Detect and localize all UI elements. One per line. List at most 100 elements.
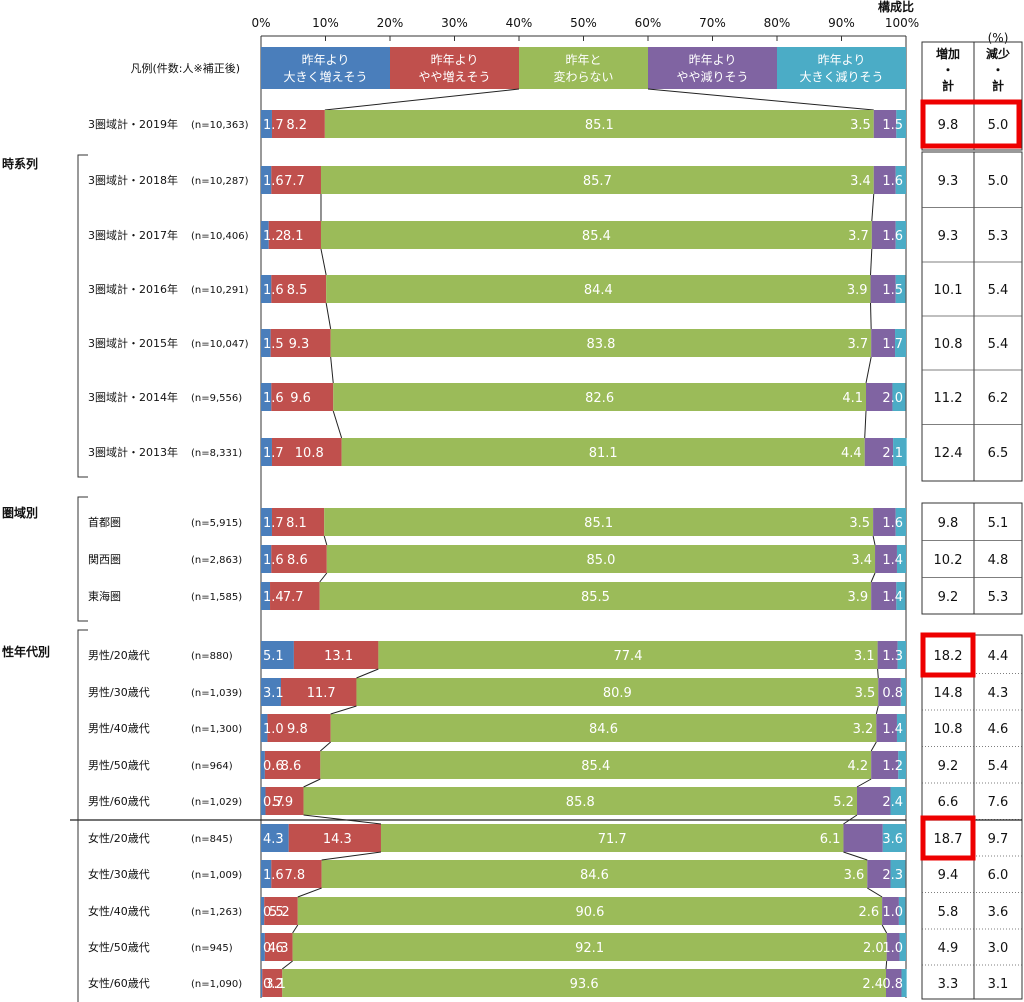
data-label: 3.1 xyxy=(263,686,284,701)
data-label: 3.4 xyxy=(850,174,871,189)
data-label: 6.1 xyxy=(820,832,841,847)
row-label: 3圏域計・2016年 xyxy=(88,282,178,296)
bar-segment xyxy=(333,383,867,411)
bar-segment xyxy=(321,860,868,888)
chart-title: 構成比 xyxy=(878,0,914,14)
data-label: 90.6 xyxy=(575,905,604,920)
highlight-box xyxy=(920,632,976,678)
group-bracket xyxy=(77,496,88,622)
increase-total: 14.8 xyxy=(934,686,963,701)
data-label: 2.0 xyxy=(882,391,903,406)
bar-segment xyxy=(271,110,325,138)
bar-segment xyxy=(899,933,906,961)
bar-segment xyxy=(265,787,304,815)
bar-segment xyxy=(878,678,901,706)
increase-total: 9.8 xyxy=(938,118,959,133)
data-label: 3.5 xyxy=(849,516,870,531)
x-tick-label: 100% xyxy=(885,16,919,30)
data-label: 0.6 xyxy=(263,759,284,774)
bar-segment xyxy=(896,582,906,610)
row-label: 男性/30歳代 xyxy=(88,685,150,699)
total-header: 増加 xyxy=(936,46,960,61)
bar-segment xyxy=(895,275,906,303)
data-label: 3.5 xyxy=(850,118,871,133)
bar-segment xyxy=(261,110,272,138)
bar-segment xyxy=(271,545,327,573)
row-sample-size: (n=880) xyxy=(191,651,233,662)
decrease-total: 5.4 xyxy=(988,759,1009,774)
series-connector xyxy=(856,778,872,788)
data-label: 0.8 xyxy=(882,977,903,992)
data-label: 3.6 xyxy=(882,832,903,847)
row-sample-size: (n=10,287) xyxy=(191,176,249,187)
bar-segment xyxy=(261,383,272,411)
decrease-total: 7.6 xyxy=(988,795,1009,810)
data-label: 85.1 xyxy=(585,118,614,133)
total-header: 計 xyxy=(992,78,1004,93)
bar-segment xyxy=(896,714,906,742)
bar-segment xyxy=(890,860,906,888)
row-sample-size: (n=2,863) xyxy=(191,555,242,566)
series-connector xyxy=(281,960,293,970)
increase-total: 9.2 xyxy=(938,590,959,605)
decrease-total: 5.4 xyxy=(988,337,1009,352)
bar-segment xyxy=(261,787,266,815)
row-label: 女性/40歳代 xyxy=(88,904,150,918)
bar-segment xyxy=(261,508,272,536)
group-bracket xyxy=(77,154,88,478)
x-tick-label: 70% xyxy=(699,16,726,30)
row-label: 女性/20歳代 xyxy=(88,831,150,845)
row-label: 3圏域計・2013年 xyxy=(88,445,178,459)
bar-segment xyxy=(877,641,898,669)
row-label: 3圏域計・2014年 xyxy=(88,390,178,404)
bar-segment xyxy=(282,969,887,997)
row-sample-size: (n=1,263) xyxy=(191,907,242,918)
bar-segment xyxy=(886,933,900,961)
data-label: 10.8 xyxy=(295,446,324,461)
bar-segment xyxy=(271,508,325,536)
data-label: 5.2 xyxy=(269,905,290,920)
data-label: 1.7 xyxy=(263,118,284,133)
decrease-total: 4.6 xyxy=(988,722,1009,737)
data-label: 1.5 xyxy=(263,337,284,352)
bar-segment xyxy=(895,329,906,357)
series-connector xyxy=(320,248,327,276)
bar-segment xyxy=(378,641,878,669)
data-label: 8.1 xyxy=(283,229,304,244)
total-header: 計 xyxy=(942,78,954,93)
data-label: 3.4 xyxy=(851,553,872,568)
x-tick-label: 20% xyxy=(377,16,404,30)
legend-label: やや減りそう xyxy=(676,69,748,84)
bar-segment xyxy=(262,969,283,997)
increase-total: 5.8 xyxy=(938,905,959,920)
decrease-total: 5.4 xyxy=(988,283,1009,298)
data-label: 2.4 xyxy=(882,795,903,810)
data-label: 11.7 xyxy=(307,686,336,701)
bar-segment xyxy=(896,545,906,573)
increase-total: 6.6 xyxy=(938,795,959,810)
data-label: 1.2 xyxy=(263,229,284,244)
bar-segment xyxy=(261,582,271,610)
series-connector xyxy=(332,410,343,439)
bar-segment xyxy=(271,275,327,303)
data-label: 81.1 xyxy=(589,446,618,461)
legend-label: 昨年より xyxy=(689,53,737,67)
data-label: 1.6 xyxy=(263,553,284,568)
row-label: 首都圏 xyxy=(88,515,121,529)
series-connector xyxy=(870,248,873,276)
data-label: 1.0 xyxy=(882,905,903,920)
legend-swatch xyxy=(390,47,519,89)
series-connector xyxy=(872,535,876,546)
increase-total: 11.2 xyxy=(934,391,963,406)
bar-segment xyxy=(261,438,272,466)
series-connector xyxy=(867,887,883,898)
series-connector xyxy=(297,887,322,898)
series-connector xyxy=(292,924,299,934)
bar-segment xyxy=(261,824,289,852)
data-label: 85.4 xyxy=(581,759,610,774)
data-label: 4.3 xyxy=(268,941,289,956)
bar-segment xyxy=(303,787,857,815)
row-label: 3圏域計・2018年 xyxy=(88,173,178,187)
row-sample-size: (n=10,047) xyxy=(191,339,249,350)
data-label: 1.5 xyxy=(882,283,903,298)
